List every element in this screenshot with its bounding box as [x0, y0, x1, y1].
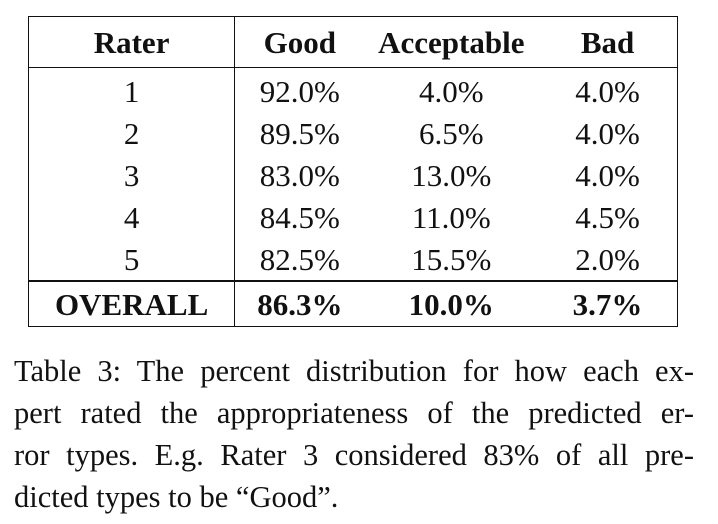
rater-distribution-table: Rater Good Acceptable Bad 1 92.0% 4.0% 4…	[28, 16, 678, 327]
table-row: 2 89.5% 6.5% 4.0%	[28, 112, 678, 154]
caption-line: ror types. E.g. Rater 3 considered 83% o…	[14, 438, 694, 472]
cell-rater: 1	[28, 67, 236, 112]
cell-good: 83.0%	[259, 157, 340, 193]
header-acceptable: Acceptable	[378, 24, 525, 60]
cell-rater: 2	[28, 112, 236, 154]
cell-acceptable: 13.0%	[411, 157, 492, 193]
table-row: 1 92.0% 4.0% 4.0%	[28, 67, 678, 112]
header-bad: Bad	[580, 24, 635, 60]
cell-bad: 2.0%	[575, 241, 640, 277]
cell-rater: 3	[28, 154, 236, 196]
table-row: 4 84.5% 11.0% 4.5%	[28, 196, 678, 238]
overall-acceptable: 10.0%	[408, 286, 494, 322]
overall-label: OVERALL	[28, 281, 236, 327]
cell-bad: 4.0%	[575, 115, 640, 151]
caption-line: pert rated the appropriateness of the pr…	[14, 396, 694, 430]
cell-good: 82.5%	[259, 241, 340, 277]
header-good: Good	[263, 24, 337, 60]
cell-good: 89.5%	[259, 115, 340, 151]
cell-good: 92.0%	[259, 73, 340, 109]
cell-acceptable: 4.0%	[418, 73, 484, 109]
overall-row: OVERALL 86.3% 10.0% 3.7%	[28, 281, 678, 327]
caption-line: dicted types to be “Good”.	[14, 480, 339, 514]
table-row: 3 83.0% 13.0% 4.0%	[28, 154, 678, 196]
overall-bad: 3.7%	[572, 286, 643, 322]
overall-good: 86.3%	[257, 286, 343, 322]
table-header-row: Rater Good Acceptable Bad	[28, 16, 678, 68]
table-row: 5 82.5% 15.5% 2.0%	[28, 238, 678, 281]
cell-bad: 4.0%	[575, 73, 640, 109]
cell-good: 84.5%	[259, 199, 340, 235]
table-caption: Table 3: The percent distribution for ho…	[14, 350, 694, 518]
cell-acceptable: 15.5%	[411, 241, 492, 277]
results-table-container: Rater Good Acceptable Bad 1 92.0% 4.0% 4…	[28, 16, 678, 327]
cell-rater: 5	[28, 238, 236, 281]
cell-rater: 4	[28, 196, 236, 238]
cell-acceptable: 11.0%	[411, 199, 491, 235]
cell-bad: 4.0%	[575, 157, 640, 193]
cell-acceptable: 6.5%	[418, 115, 484, 151]
caption-line: Table 3: The percent distribution for ho…	[14, 354, 694, 388]
header-rater: Rater	[28, 16, 236, 68]
cell-bad: 4.5%	[575, 199, 640, 235]
